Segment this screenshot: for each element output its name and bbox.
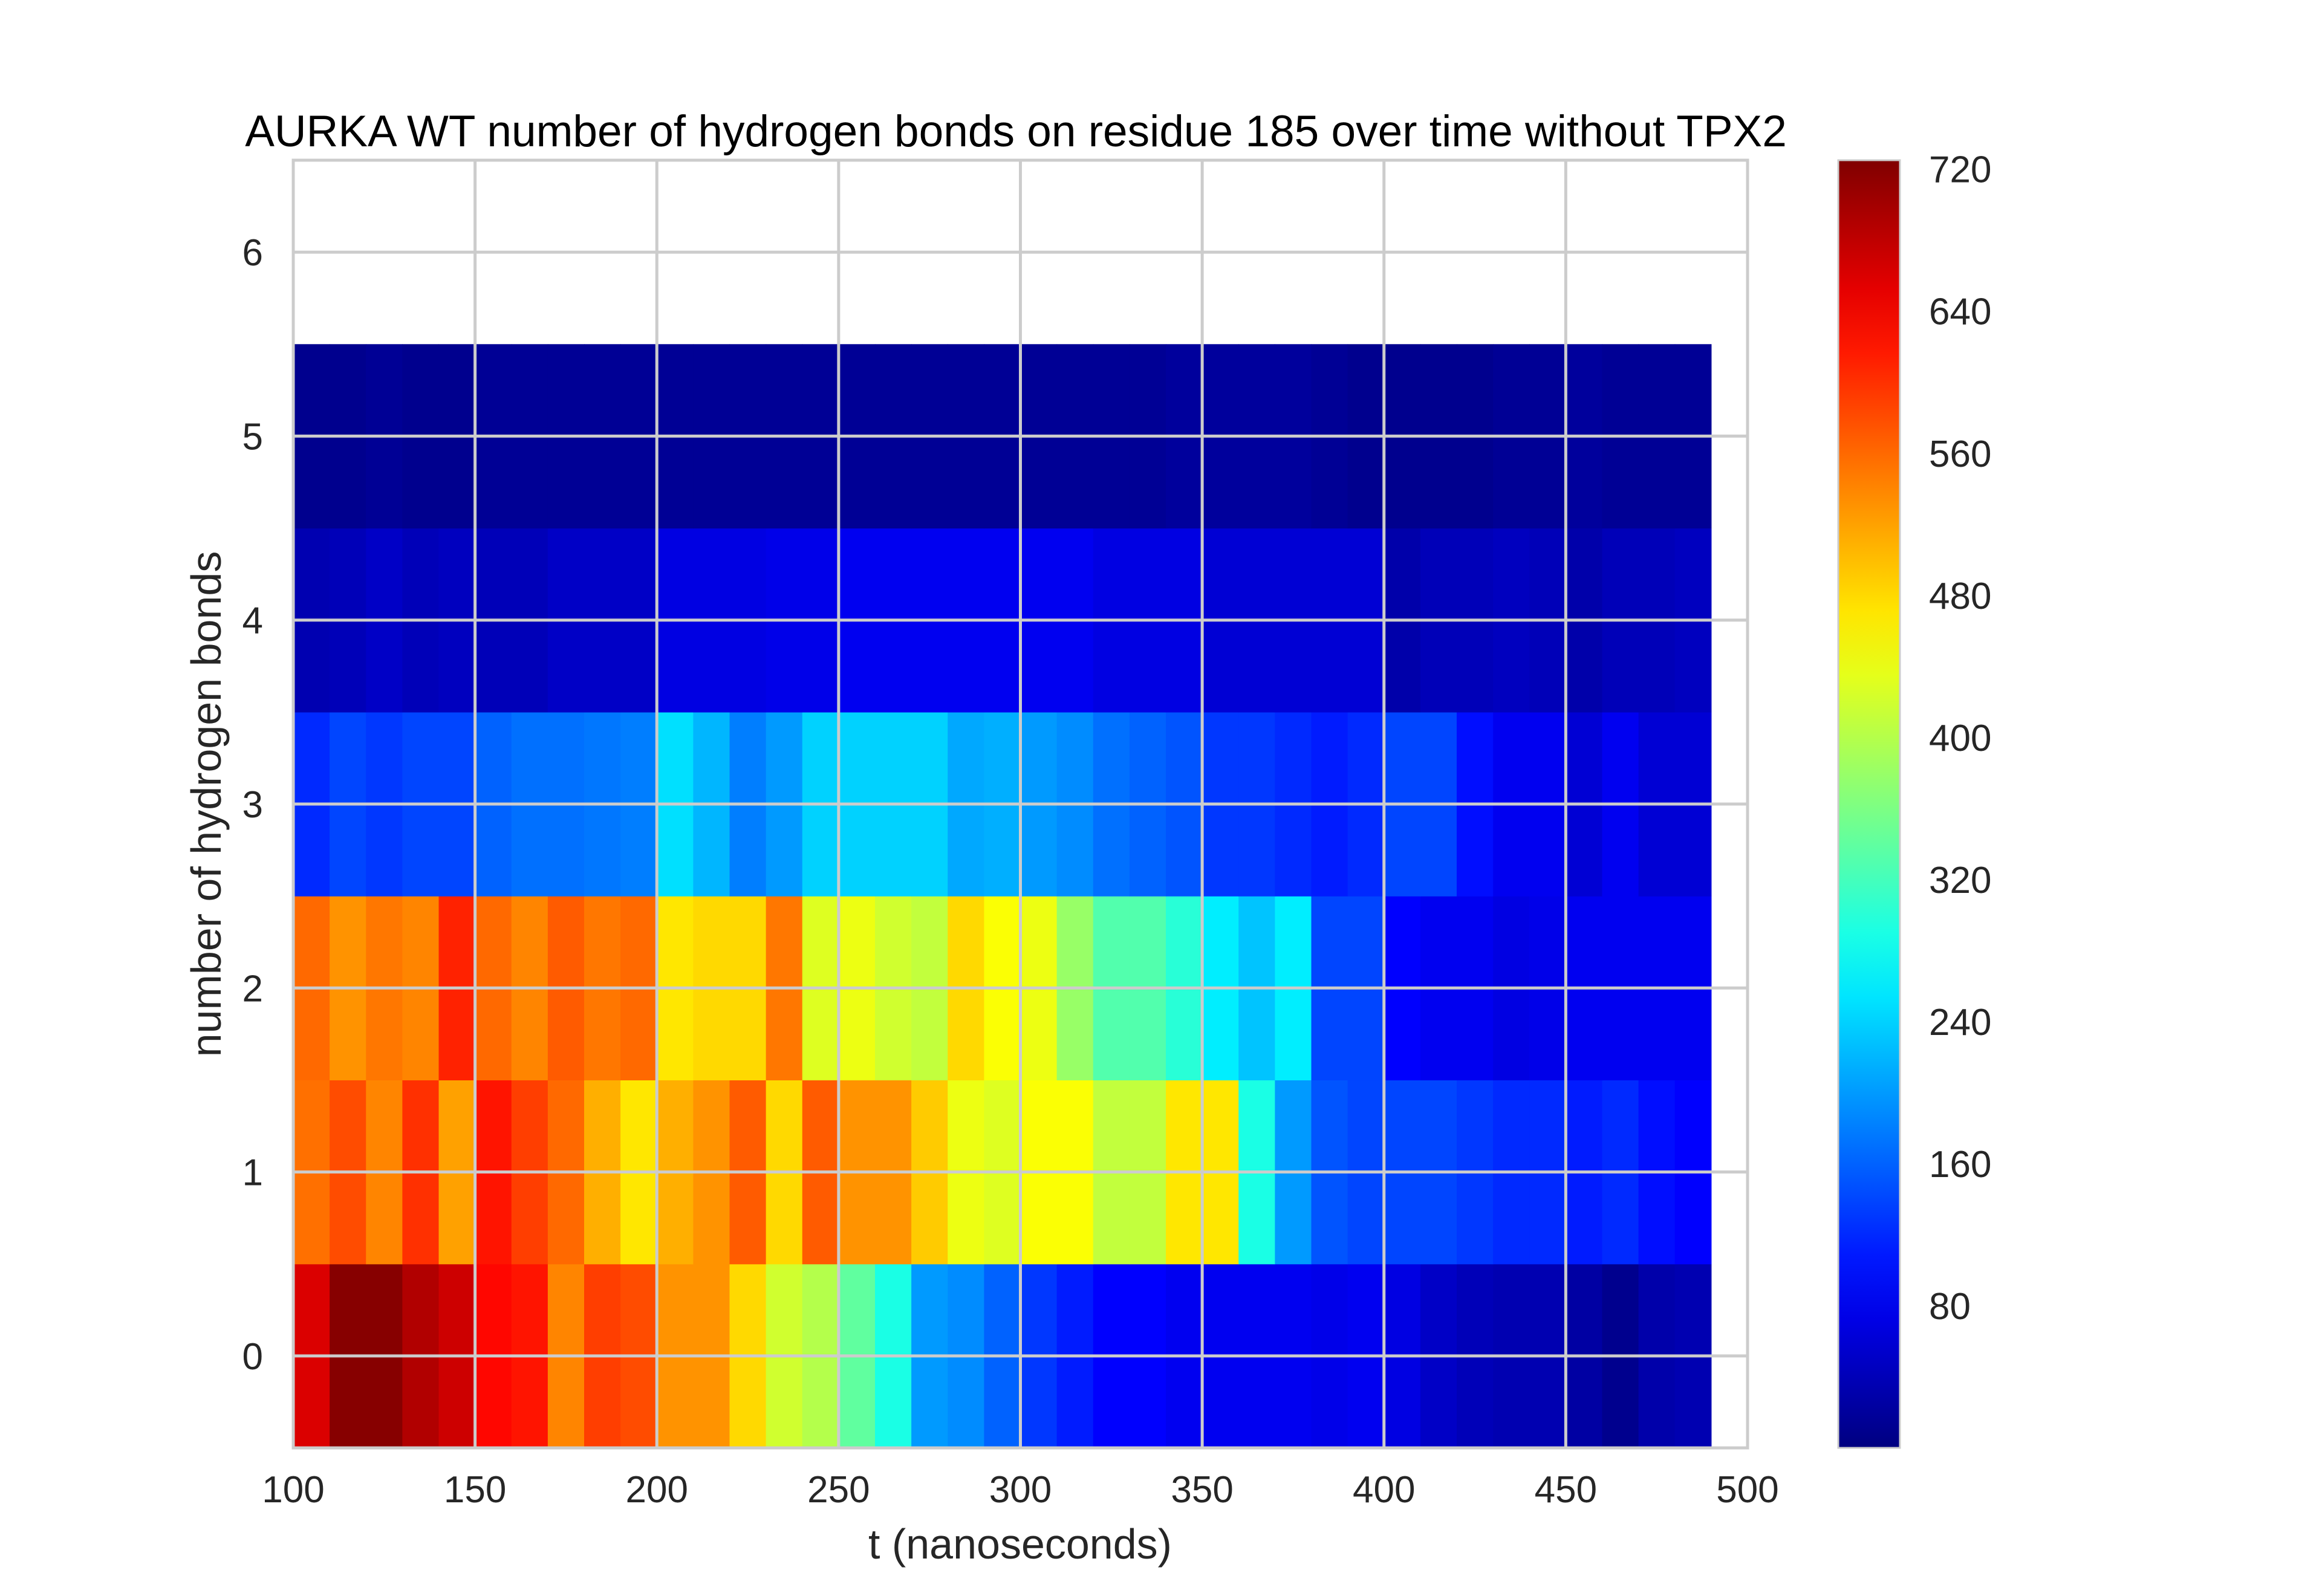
y-tick-label: 5 — [242, 416, 263, 458]
x-tick-label: 500 — [1716, 1469, 1778, 1511]
x-tick-label: 350 — [1171, 1469, 1233, 1511]
heatmap-cells — [293, 344, 1712, 1448]
x-tick-label: 400 — [1353, 1469, 1415, 1511]
y-tick-label: 3 — [242, 784, 263, 826]
x-axis-label: t (nanoseconds) — [868, 1520, 1172, 1568]
y-tick-label: 6 — [242, 232, 263, 274]
x-tick-label: 200 — [626, 1469, 688, 1511]
y-tick-label: 4 — [242, 600, 263, 642]
plot-frame — [291, 158, 1749, 1450]
colorbar-tick-label: 720 — [1929, 149, 1991, 191]
x-tick-labels: 100 150 200 250 300 350 400 450 500 — [262, 1469, 1778, 1511]
x-tick-label: 150 — [444, 1469, 506, 1511]
colorbar-tick-label: 240 — [1929, 1002, 1991, 1043]
x-tick-label: 450 — [1535, 1469, 1597, 1511]
x-tick-label: 300 — [989, 1469, 1052, 1511]
x-tick-label: 100 — [262, 1469, 324, 1511]
colorbar-tick-labels: 80 160 240 320 400 480 560 640 720 — [1929, 149, 1991, 1328]
colorbar-tick-label: 640 — [1929, 291, 1991, 333]
colorbar-tick-label: 320 — [1929, 860, 1991, 901]
chart-title: AURKA WT number of hydrogen bonds on res… — [245, 107, 1787, 156]
y-tick-label: 1 — [242, 1152, 263, 1194]
colorbar-tick-label: 160 — [1929, 1144, 1991, 1186]
y-tick-label: 2 — [242, 968, 263, 1010]
y-tick-labels: 0 1 2 3 4 5 6 — [242, 232, 263, 1378]
colorbar-tick-label: 480 — [1929, 576, 1991, 617]
x-tick-label: 250 — [807, 1469, 870, 1511]
y-tick-label: 0 — [242, 1336, 263, 1378]
grid-lines — [291, 160, 1749, 1448]
colorbar-tick-label: 80 — [1929, 1286, 1971, 1328]
colorbar-tick-label: 560 — [1929, 433, 1991, 475]
y-axis-label: number of hydrogen bonds — [183, 551, 230, 1057]
colorbar-tick-label: 400 — [1929, 718, 1991, 759]
colorbar — [1837, 159, 1901, 1449]
